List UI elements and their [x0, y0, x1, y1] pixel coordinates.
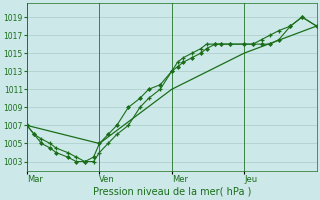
X-axis label: Pression niveau de la mer( hPa ): Pression niveau de la mer( hPa ): [92, 187, 251, 197]
